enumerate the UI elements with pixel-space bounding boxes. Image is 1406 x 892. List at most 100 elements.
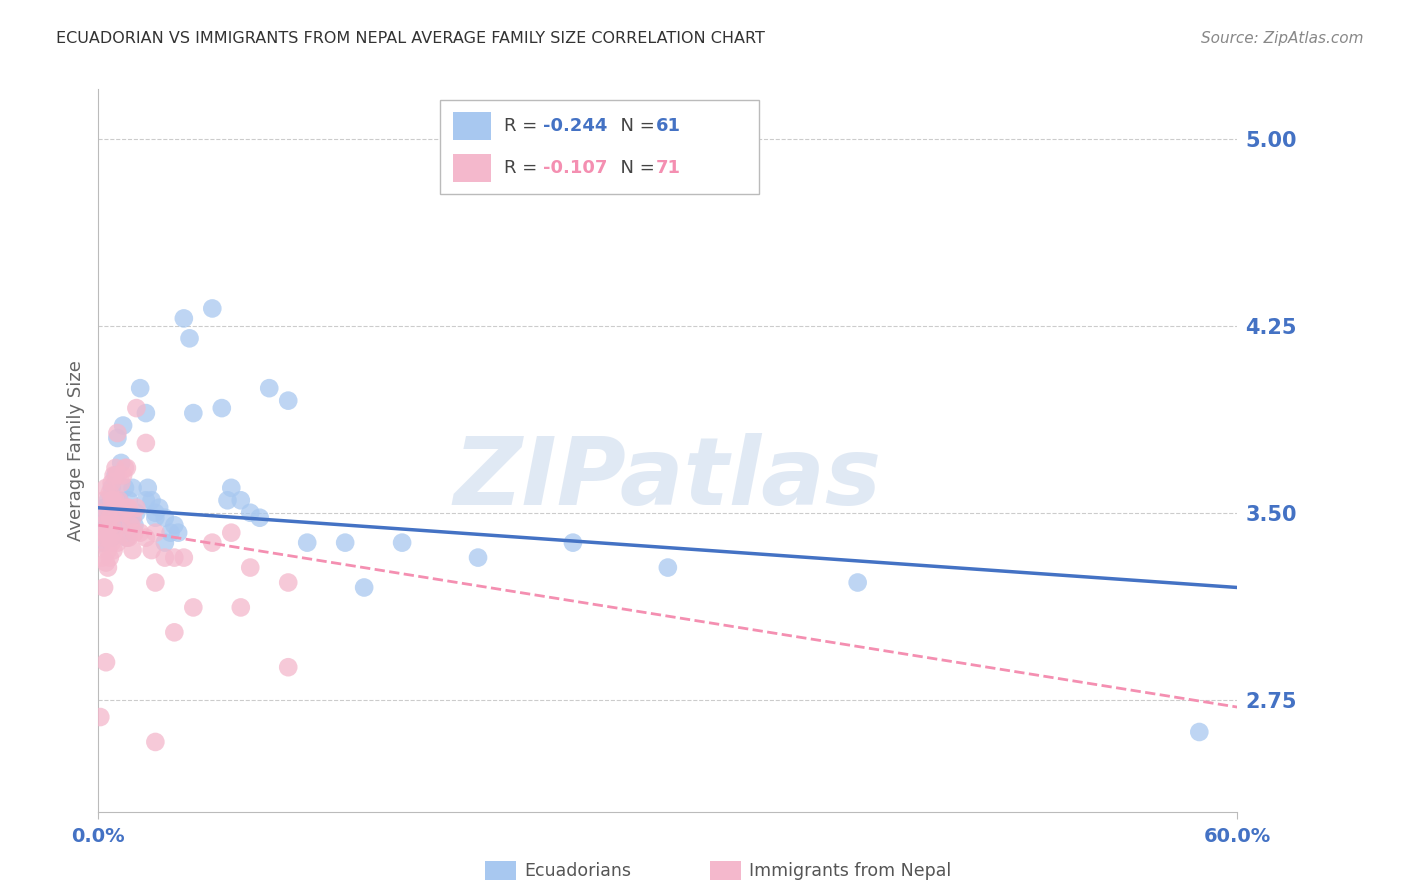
- Point: [110, 518, 132, 533]
- Point: [120, 518, 142, 533]
- Point: [108, 493, 131, 508]
- Point: [335, 535, 357, 549]
- Point: [201, 535, 224, 549]
- Point: [89, 518, 111, 533]
- Point: [89, 710, 111, 724]
- Text: N =: N =: [609, 118, 661, 136]
- Point: [98, 485, 121, 500]
- Point: [115, 531, 138, 545]
- Point: [112, 468, 135, 483]
- Point: [93, 500, 115, 515]
- Point: [108, 493, 131, 508]
- Point: [118, 493, 141, 508]
- Point: [183, 600, 205, 615]
- Point: [121, 543, 143, 558]
- Point: [121, 481, 143, 495]
- Point: [135, 436, 157, 450]
- Text: -0.244: -0.244: [543, 118, 607, 136]
- Point: [183, 406, 205, 420]
- Point: [104, 493, 127, 508]
- Point: [97, 518, 120, 533]
- Point: [277, 393, 299, 408]
- Point: [100, 481, 122, 495]
- Point: [91, 531, 114, 545]
- Text: -0.107: -0.107: [543, 159, 607, 177]
- Point: [114, 461, 136, 475]
- Point: [103, 525, 125, 540]
- Point: [135, 493, 157, 508]
- Point: [94, 510, 117, 524]
- Point: [94, 655, 117, 669]
- Point: [125, 506, 148, 520]
- Point: [107, 468, 129, 483]
- Point: [89, 506, 111, 520]
- Point: [163, 625, 186, 640]
- Point: [249, 510, 271, 524]
- Point: [145, 506, 167, 520]
- Point: [239, 506, 262, 520]
- Point: [129, 381, 152, 395]
- Point: [153, 510, 176, 524]
- Point: [201, 301, 224, 316]
- Point: [145, 510, 167, 524]
- Point: [91, 535, 114, 549]
- Text: Immigrants from Nepal: Immigrants from Nepal: [749, 862, 952, 880]
- Point: [93, 493, 115, 508]
- Text: R =: R =: [503, 159, 543, 177]
- Point: [107, 425, 129, 440]
- Point: [115, 461, 138, 475]
- Point: [93, 581, 115, 595]
- Point: [93, 535, 115, 549]
- Point: [98, 506, 121, 520]
- Point: [104, 461, 127, 475]
- Point: [103, 543, 125, 558]
- Text: 71: 71: [655, 159, 681, 177]
- Point: [129, 525, 152, 540]
- Point: [97, 506, 120, 520]
- Point: [104, 468, 127, 483]
- Text: ECUADORIAN VS IMMIGRANTS FROM NEPAL AVERAGE FAMILY SIZE CORRELATION CHART: ECUADORIAN VS IMMIGRANTS FROM NEPAL AVER…: [56, 31, 765, 46]
- Point: [145, 525, 167, 540]
- Point: [173, 550, 195, 565]
- Point: [118, 531, 141, 545]
- Point: [98, 550, 121, 565]
- Point: [103, 468, 125, 483]
- Point: [112, 506, 135, 520]
- Point: [98, 510, 121, 524]
- Point: [163, 518, 186, 533]
- Point: [104, 493, 127, 508]
- Point: [100, 475, 122, 490]
- Point: [211, 401, 233, 416]
- Point: [179, 331, 201, 345]
- Point: [103, 518, 125, 533]
- Point: [100, 493, 122, 508]
- Point: [115, 531, 138, 545]
- Point: [297, 535, 319, 549]
- Point: [94, 525, 117, 540]
- Point: [153, 535, 176, 549]
- Point: [112, 418, 135, 433]
- Point: [229, 493, 252, 508]
- Point: [100, 531, 122, 545]
- Point: [173, 311, 195, 326]
- Point: [98, 531, 121, 545]
- Point: [353, 581, 375, 595]
- Text: Ecuadorians: Ecuadorians: [524, 862, 631, 880]
- Point: [107, 506, 129, 520]
- Point: [125, 500, 148, 515]
- Point: [259, 381, 281, 395]
- Point: [145, 735, 167, 749]
- Point: [97, 493, 120, 508]
- Text: ZIPatlas: ZIPatlas: [454, 434, 882, 525]
- Point: [135, 531, 157, 545]
- Point: [124, 518, 146, 533]
- Point: [107, 535, 129, 549]
- Point: [217, 493, 239, 508]
- Point: [221, 481, 243, 495]
- Point: [97, 543, 120, 558]
- Point: [118, 500, 141, 515]
- Point: [110, 456, 132, 470]
- Point: [91, 518, 114, 533]
- Point: [115, 500, 138, 515]
- Point: [115, 506, 138, 520]
